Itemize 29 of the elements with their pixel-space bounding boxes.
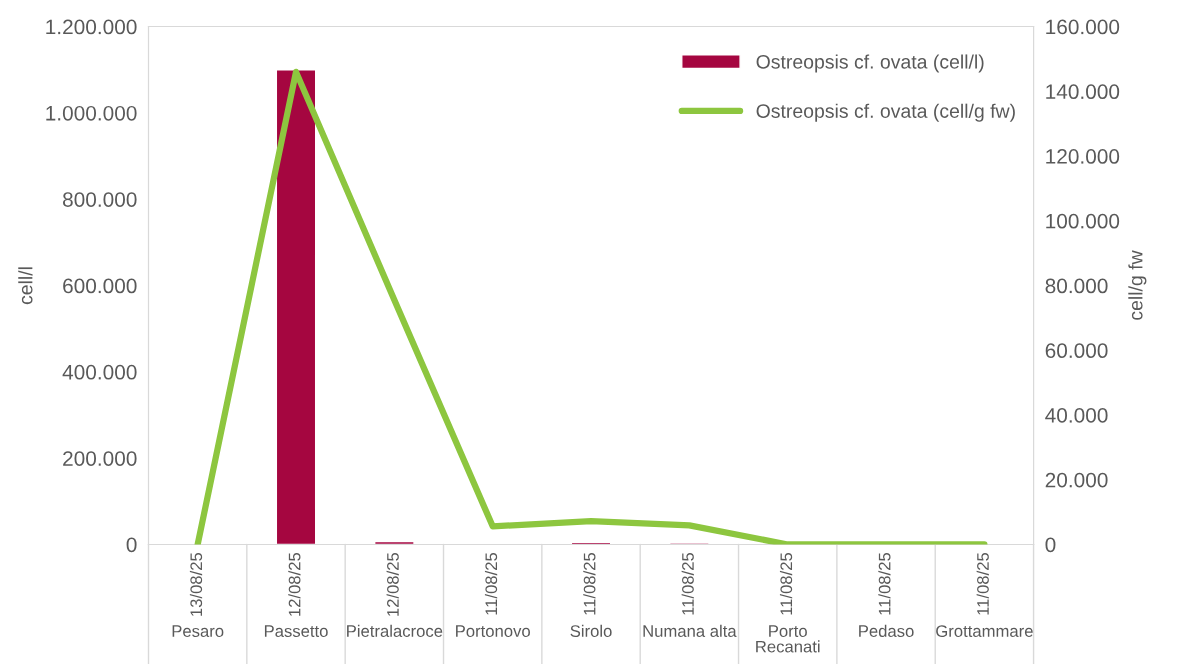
x-tick-label: 12/08/25 Pietralacroce (347, 552, 443, 637)
y-tick-label: 0 (126, 537, 137, 553)
y-tick-label: 400.000 (62, 364, 137, 380)
y2-tick-label: 60.000 (1045, 343, 1108, 359)
y2-tick-label: 0 (1045, 537, 1056, 553)
y2-tick-label: 80.000 (1045, 278, 1108, 294)
y2-tick-label: 100.000 (1046, 213, 1120, 229)
y2-tick-label: 40.000 (1045, 408, 1108, 423)
x-tick-label: 11/08/25 Sirolo (570, 552, 612, 637)
y2-tick-label: 160.000 (1046, 19, 1120, 35)
x-tick-label: 11/08/25 Pedaso (859, 552, 914, 637)
legend-label: Ostreopsis cf. ovata (cell/l) (756, 54, 984, 73)
y-tick-label: 600.000 (63, 278, 137, 294)
y2-axis-title: cell/g fw (1128, 250, 1147, 320)
y2-tick-label: 120.000 (1046, 149, 1120, 164)
y-tick-label: 800.000 (62, 192, 137, 207)
y-tick-label: 1.000.000 (46, 105, 137, 121)
y2-tick-label: 20.000 (1045, 472, 1108, 488)
legend-label: Ostreopsis cf. ovata (cell/g fw) (756, 103, 1015, 122)
x-tick-label: 11/08/25 Porto Recanati (756, 552, 820, 653)
y-tick-label: 1.200.000 (46, 19, 137, 35)
x-tick-label: 11/08/25 Portonovo (456, 552, 530, 637)
y2-tick-label: 140.000 (1046, 84, 1120, 100)
y-tick-label: 200.000 (63, 451, 137, 466)
y-axis-title: cell/l (18, 267, 33, 305)
x-tick-label: 12/08/25 Passetto (264, 552, 328, 637)
x-tick-label: 13/08/25 Pesaro (172, 552, 224, 637)
x-tick-label: 11/08/25 Grottammare (936, 552, 1033, 637)
x-tick-label: 11/08/25 Numana alta (643, 552, 737, 637)
